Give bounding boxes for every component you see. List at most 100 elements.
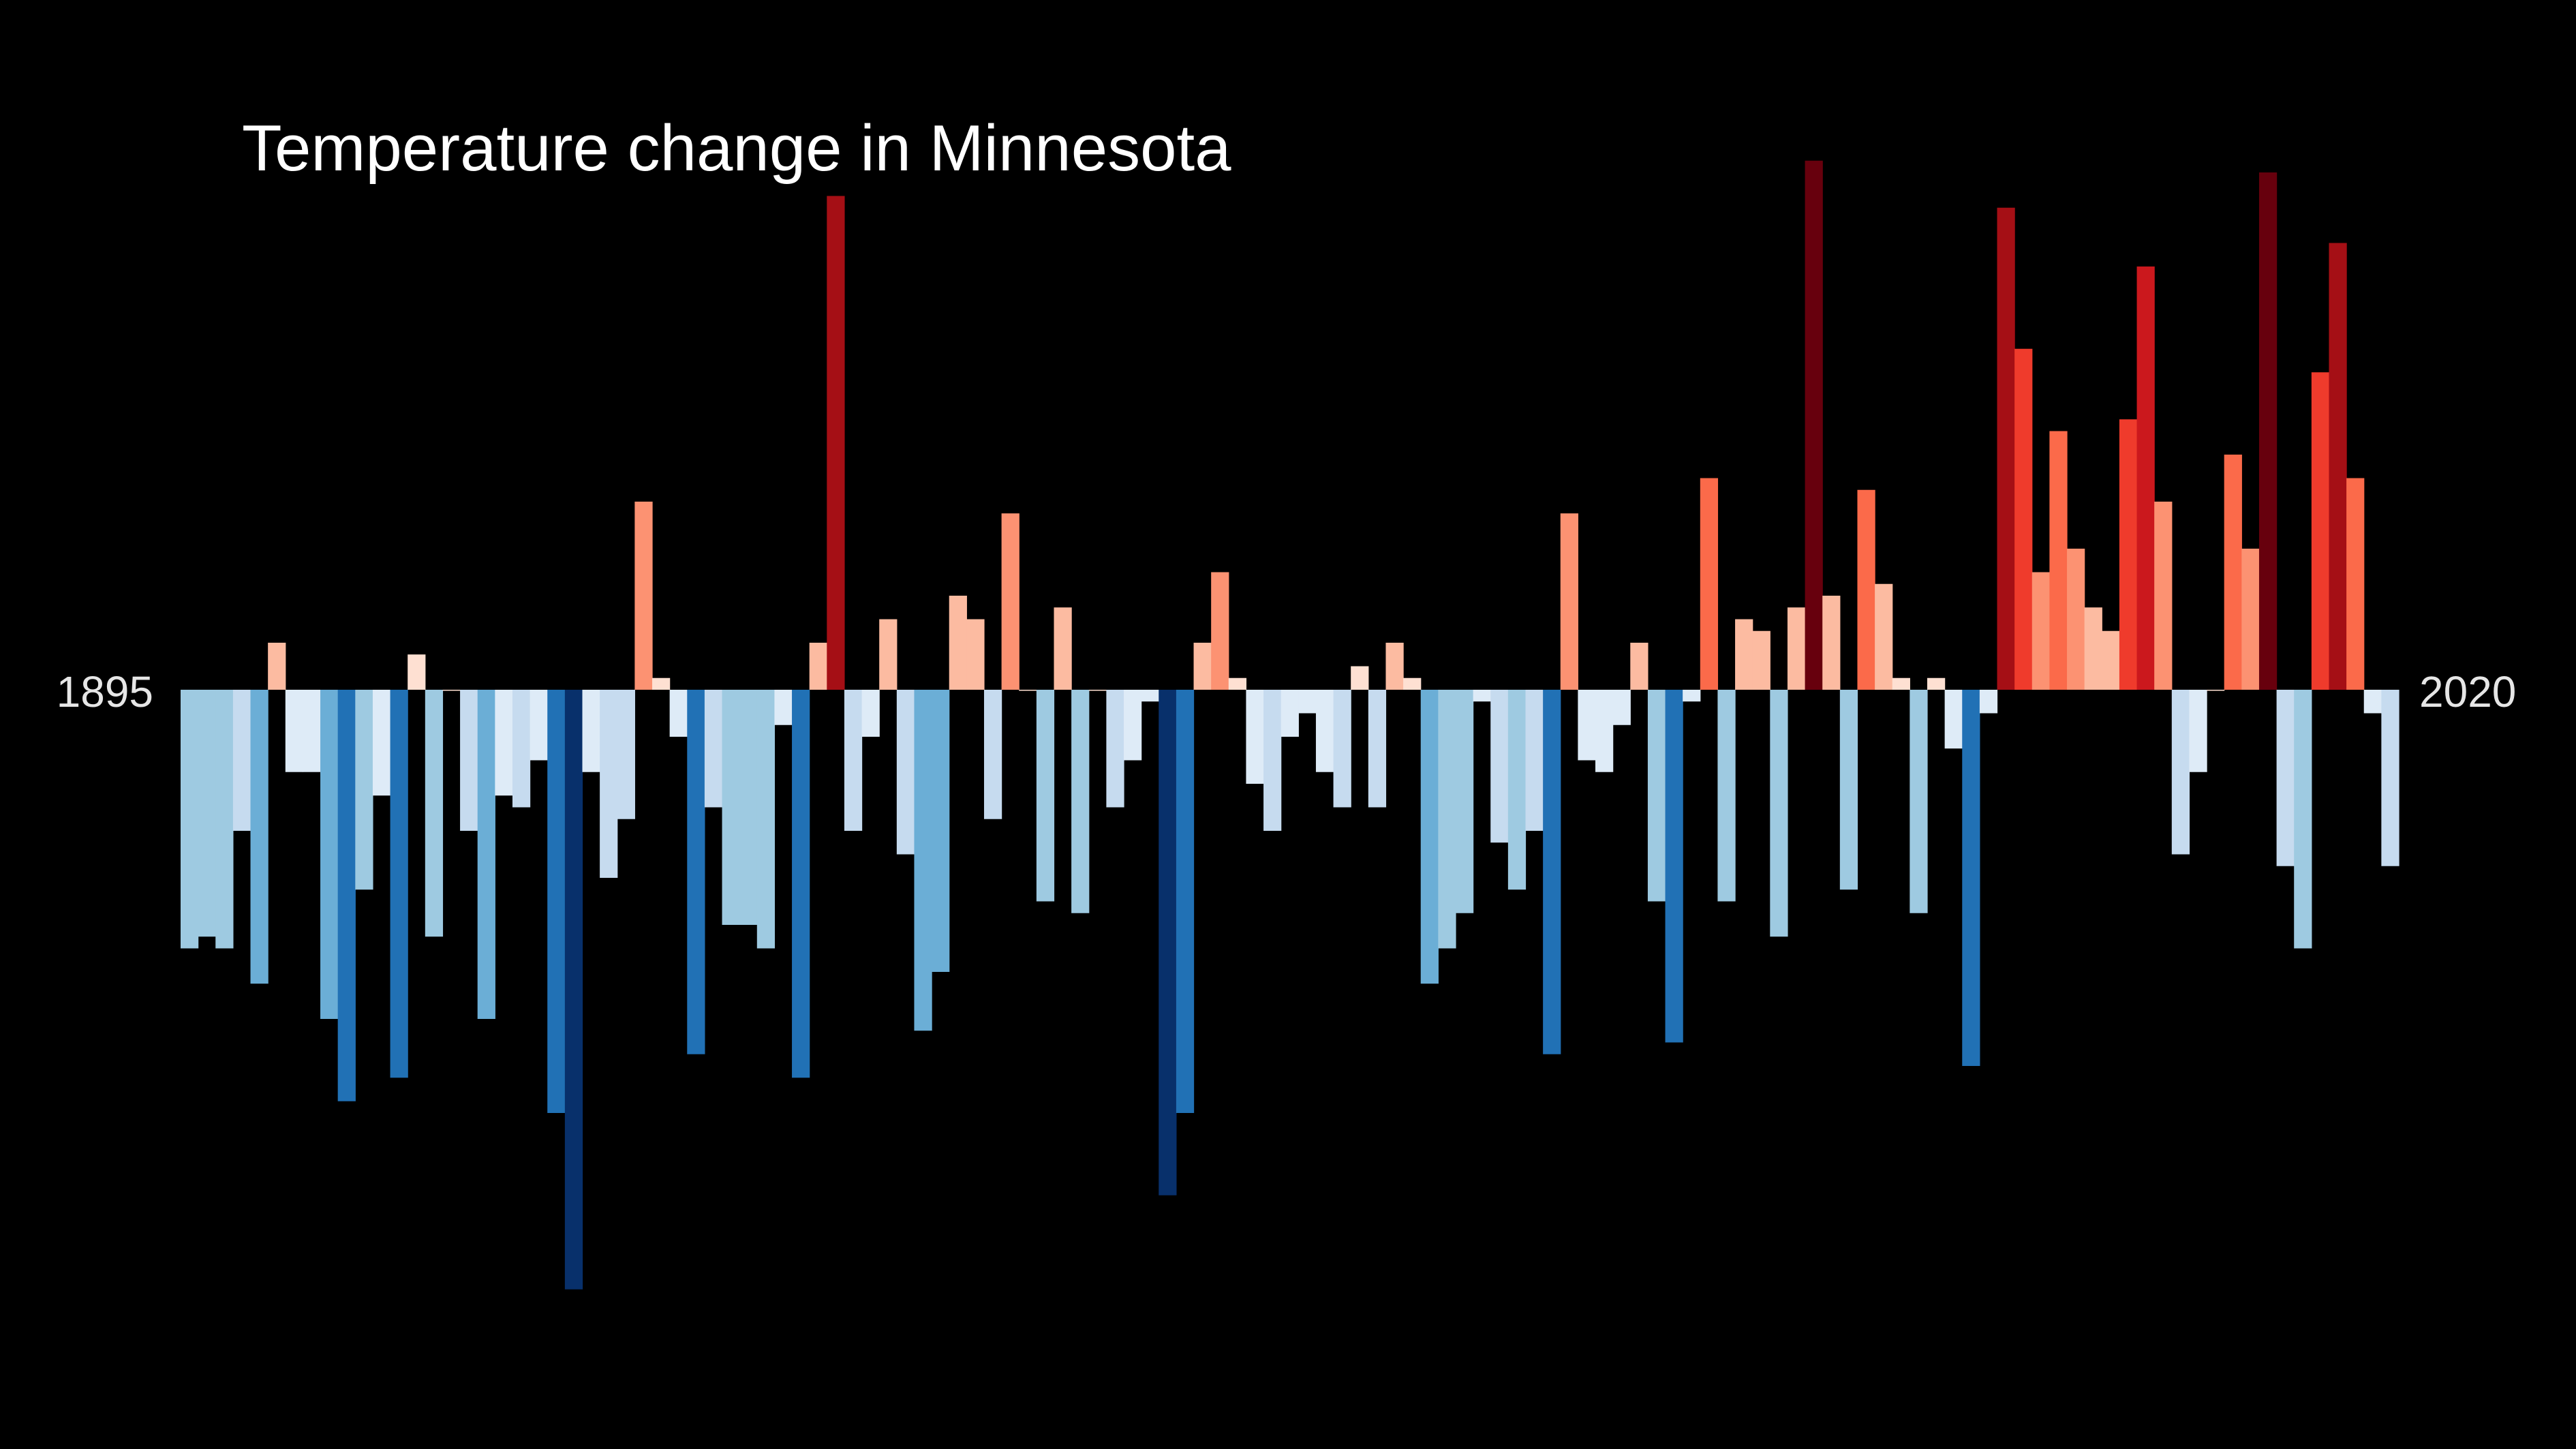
bar-year-2012 [2224, 455, 2242, 690]
x-end-label: 2020 [2419, 667, 2516, 716]
bar-year-1929 [774, 690, 793, 725]
bar-year-1921 [634, 502, 653, 690]
bar-year-2005 [2102, 630, 2120, 690]
bar-year-1900 [268, 643, 286, 690]
bar-year-1896 [198, 690, 216, 937]
bar-year-1964 [1385, 643, 1404, 690]
bar-year-1984 [1735, 619, 1753, 690]
bar-year-1989 [1822, 596, 1841, 690]
bar-year-1967 [1438, 690, 1456, 949]
bar-year-2003 [2067, 549, 2085, 690]
bar-year-1990 [1839, 690, 1858, 890]
bar-year-2008 [2154, 502, 2173, 690]
bar-year-1945 [1054, 607, 1072, 690]
bar-year-1986 [1770, 690, 1788, 937]
bar-year-1898 [232, 690, 251, 831]
chart-title: Temperature change in Minnesota [242, 112, 1231, 185]
bar-year-1963 [1368, 690, 1387, 808]
bar-year-1939 [949, 596, 967, 690]
bar-year-1916 [547, 690, 566, 1113]
bar-year-1971 [1507, 690, 1527, 890]
bar-year-1999 [1997, 207, 2015, 690]
bar-year-2019 [2346, 478, 2365, 690]
bar-year-1980 [1665, 690, 1683, 1043]
bar-year-1907 [390, 690, 408, 1078]
bar-year-2021 [2381, 690, 2399, 866]
bar-year-1932 [827, 196, 845, 690]
bar-year-2010 [2189, 690, 2207, 772]
bar-year-1927 [739, 690, 758, 925]
bar-year-1952 [1176, 690, 1195, 1113]
bar-year-1965 [1403, 677, 1422, 690]
bar-year-2013 [2241, 549, 2260, 690]
bar-year-1977 [1612, 690, 1631, 725]
bar-year-1931 [809, 643, 827, 690]
bar-year-1926 [722, 690, 740, 925]
bar-year-1899 [250, 690, 269, 984]
bar-year-2004 [2084, 607, 2102, 690]
bar-year-1991 [1857, 489, 1875, 690]
bar-year-2001 [2031, 572, 2050, 690]
bar-year-1922 [652, 677, 671, 690]
bar-year-1937 [914, 690, 932, 1031]
bar-year-1935 [879, 619, 898, 690]
bar-year-1987 [1787, 607, 1806, 690]
bar-year-1949 [1124, 690, 1142, 761]
bar-year-1936 [896, 690, 915, 855]
bar-year-1895 [181, 690, 199, 949]
bar-year-1976 [1595, 690, 1614, 772]
bar-year-1910 [442, 690, 461, 691]
bar-year-1941 [983, 690, 1002, 819]
bar-year-1973 [1543, 690, 1561, 1054]
bar-year-1957 [1263, 690, 1282, 831]
bar-year-2015 [2276, 690, 2295, 866]
bar-year-1912 [477, 690, 495, 1019]
bar-year-1938 [932, 690, 950, 972]
bar-year-1953 [1193, 643, 1212, 690]
bar-year-1903 [320, 690, 339, 1019]
bar-year-1914 [512, 690, 531, 808]
bar-year-1933 [844, 690, 863, 831]
bar-year-1930 [792, 690, 810, 1078]
bar-year-1925 [704, 690, 723, 808]
bar-year-1982 [1700, 478, 1719, 690]
bar-year-1974 [1560, 513, 1578, 690]
bar-year-1905 [355, 690, 373, 890]
bar-year-2014 [2258, 172, 2278, 690]
bar-year-1950 [1141, 690, 1159, 702]
bar-year-1918 [582, 690, 600, 772]
bar-year-1972 [1525, 690, 1544, 831]
bar-year-1917 [564, 690, 583, 1290]
bar-year-1942 [1001, 513, 1019, 690]
x-start-label: 1895 [57, 667, 153, 716]
bar-year-1955 [1228, 677, 1247, 690]
bar-year-1948 [1106, 690, 1124, 808]
bar-year-1940 [966, 619, 985, 690]
bar-year-1996 [1944, 690, 1963, 749]
bar-year-1904 [337, 690, 356, 1101]
bar-year-2016 [2294, 690, 2312, 949]
bar-year-1947 [1088, 690, 1107, 691]
bar-year-1934 [861, 690, 880, 737]
bar-year-2009 [2171, 690, 2190, 855]
bar-year-2018 [2329, 243, 2347, 690]
bar-year-1988 [1805, 160, 1823, 690]
bars-group [181, 160, 2399, 1290]
bar-year-1915 [530, 690, 548, 761]
bar-year-1979 [1647, 690, 1666, 902]
bar-year-2020 [2363, 690, 2382, 714]
bar-year-1954 [1211, 572, 1229, 690]
bar-year-1962 [1351, 666, 1369, 690]
bar-year-1901 [285, 690, 304, 772]
bar-year-1909 [425, 690, 444, 937]
bar-year-1978 [1630, 643, 1649, 690]
bar-year-1961 [1333, 690, 1351, 808]
bar-year-2011 [2207, 690, 2225, 691]
bar-year-1969 [1473, 690, 1491, 702]
bar-year-1944 [1036, 690, 1055, 902]
bar-year-1919 [600, 690, 618, 878]
bar-year-1902 [303, 690, 321, 772]
bar-year-1970 [1490, 690, 1509, 843]
bar-year-1908 [408, 654, 426, 690]
